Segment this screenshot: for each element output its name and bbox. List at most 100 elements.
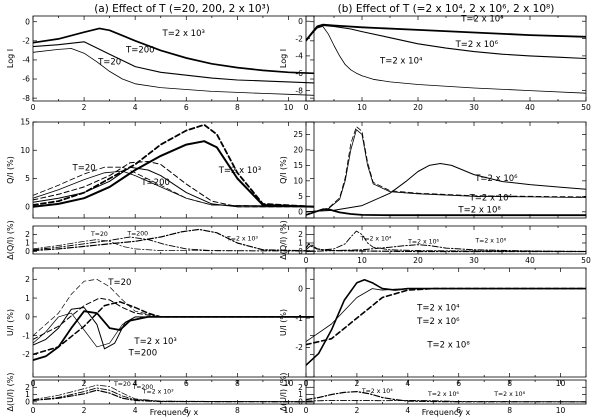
x-tick-label: 20: [413, 256, 423, 265]
series-annotation: T=2 x 10⁸: [460, 15, 504, 25]
y-axis-label: Δ(Q/I) (%): [6, 220, 15, 259]
series-annotation: T=2 x 10⁶: [455, 40, 499, 50]
y-tick-label: -8: [295, 86, 303, 95]
y-tick-label: -1: [22, 331, 30, 340]
plot-frame: [32, 267, 315, 378]
y-tick-label: 20: [293, 146, 303, 155]
x-tick-label: 10: [556, 406, 566, 415]
y-axis-label: U/I (%): [6, 309, 15, 336]
x-tick-label: 30: [469, 103, 479, 112]
series-annotation: T=20: [113, 381, 131, 388]
series-line: [33, 228, 314, 252]
series-line: [33, 312, 314, 348]
y-tick-label: 0: [298, 208, 303, 217]
series-annotation: T=20: [72, 164, 96, 174]
y-axis-label: Log I: [279, 49, 288, 68]
series-line: [33, 236, 314, 252]
y-axis-label: Log I: [6, 49, 15, 68]
x-tick-label: 40: [525, 103, 535, 112]
plot-frame: [305, 121, 587, 219]
series-annotation: T=2 x 10⁸: [426, 341, 470, 351]
x-tick-label: 0: [304, 103, 309, 112]
x-tick-label: 6: [456, 406, 461, 415]
x-tick-label: 40: [525, 256, 535, 265]
series-group: [306, 230, 586, 253]
x-tick-label: 50: [581, 256, 591, 265]
series-group: [33, 278, 314, 361]
series-group: [306, 23, 586, 94]
x-tick-label: 2: [82, 103, 87, 112]
y-tick-label: 1: [25, 390, 30, 399]
x-tick-label: 4: [133, 103, 138, 112]
y-tick-label: 0: [298, 398, 303, 407]
series-group: [306, 126, 586, 217]
series-line: [306, 23, 586, 42]
series-line: [33, 140, 314, 208]
series-annotation: T=2 x 10⁴: [416, 304, 460, 314]
x-tick-label: 0: [304, 406, 309, 415]
x-tick-label: 10: [357, 256, 367, 265]
series-annotation: T=2 x 10⁴: [469, 194, 513, 204]
series-annotation: T=2 x 10⁴: [360, 235, 392, 242]
series-annotation: T=2 x 10³: [226, 235, 258, 242]
plot-frame: [32, 379, 315, 405]
series-line: [33, 166, 314, 208]
series-line: [306, 391, 586, 403]
y-tick-label: 2: [25, 275, 30, 284]
plot-frame: [305, 267, 587, 378]
series-annotation: T=2 x 10⁸: [474, 238, 506, 245]
y-tick-label: 0: [25, 398, 30, 407]
series-line: [306, 26, 586, 94]
series-annotation: T=200: [128, 348, 158, 358]
series-line: [306, 243, 586, 253]
y-tick-label: -6: [22, 75, 30, 84]
y-tick-label: 15: [20, 118, 30, 127]
y-axis-label: U/I (%): [279, 309, 288, 336]
series-line: [33, 278, 314, 337]
y-tick-label: 0: [25, 202, 30, 211]
series-annotation: T=200: [131, 384, 153, 391]
series-line: [306, 126, 586, 213]
series-annotation: T=2 x 10⁶: [407, 238, 439, 245]
chart-b1: 0 10 20 30 40 50 -8 -6 -4 -2 0 Log I T=2 x 10⁸ T=2 x …: [279, 15, 591, 112]
x-tick-label: 2: [354, 406, 359, 415]
x-tick-label: 20: [413, 103, 423, 112]
y-tick-label: -2: [295, 34, 303, 43]
x-tick-label: 8: [235, 406, 240, 415]
series-annotation: T=2 x 10⁶: [416, 317, 460, 327]
series-annotation: T=200: [140, 178, 170, 188]
plot-frame: [32, 225, 315, 255]
series-annotation: T=2 x 10³: [218, 166, 261, 176]
series-annotation: T=2 x 10³: [133, 337, 176, 347]
x-tick-label: 4: [405, 406, 410, 415]
series-group: [306, 279, 586, 366]
series-line: [33, 48, 314, 96]
series-annotation: T=2 x 10³: [162, 29, 205, 39]
title-left: (a) Effect of T (=20, 200, 2 x 10³): [94, 3, 270, 15]
y-tick-label: 5: [25, 174, 30, 183]
x-tick-label: 10: [284, 103, 294, 112]
y-axis-label: Q/I (%): [279, 156, 288, 184]
y-tick-label: 1: [25, 239, 30, 248]
series-line: [33, 389, 314, 403]
y-tick-label: -4: [295, 52, 303, 61]
x-tick-label: 50: [581, 103, 591, 112]
series-annotation: T=200: [125, 45, 155, 55]
x-tick-label: 30: [469, 256, 479, 265]
series-annotation: T=20: [97, 58, 121, 68]
x-label-left: Frequency x: [150, 408, 199, 417]
x-tick-label: 2: [82, 406, 87, 415]
series-group: [33, 384, 314, 403]
chart-b3: 0 10 20 30 40 50 012 Δ(Q/I) (%) T=2 x 10⁴ T=2 x 1…: [279, 220, 591, 265]
series-line: [33, 387, 314, 403]
y-tick-label: 0: [298, 284, 303, 293]
y-tick-label: 2: [298, 230, 303, 239]
x-tick-label: 8: [507, 406, 512, 415]
series-group: [33, 228, 314, 252]
series-line: [33, 384, 314, 403]
